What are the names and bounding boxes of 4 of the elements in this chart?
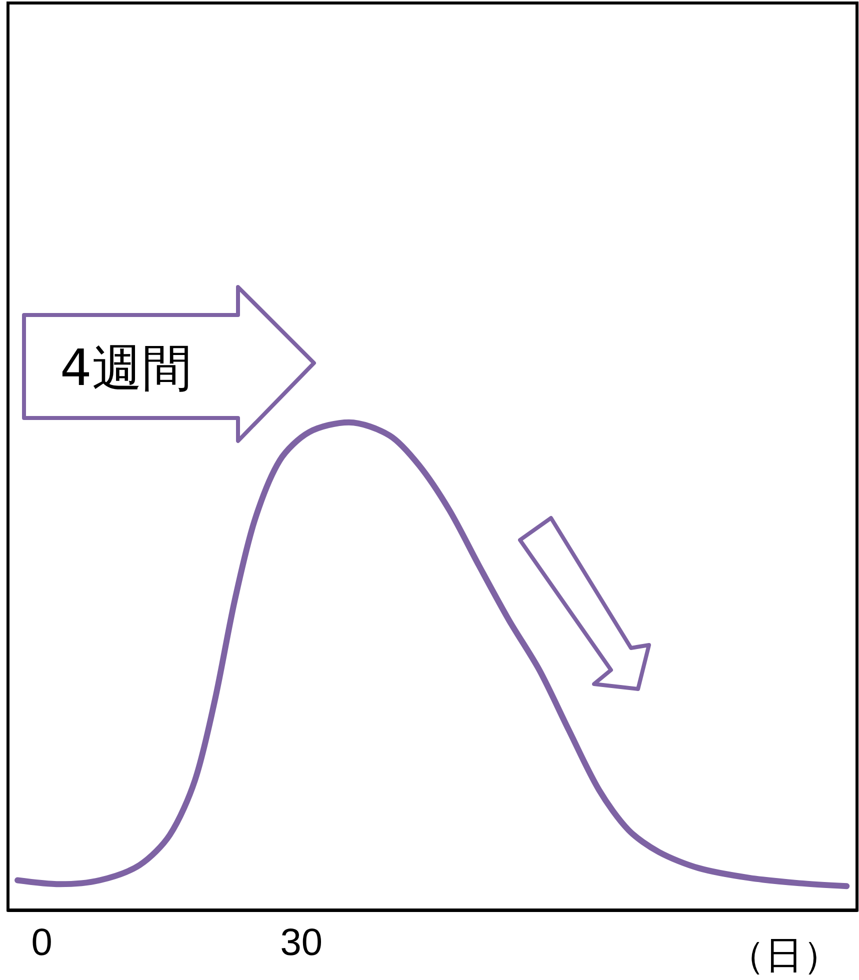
x-axis-title: （日）: [727, 933, 841, 977]
x-tick-label: 30: [280, 922, 323, 964]
text: 4週間: [60, 338, 192, 399]
x-tick-label: 0: [31, 922, 52, 964]
